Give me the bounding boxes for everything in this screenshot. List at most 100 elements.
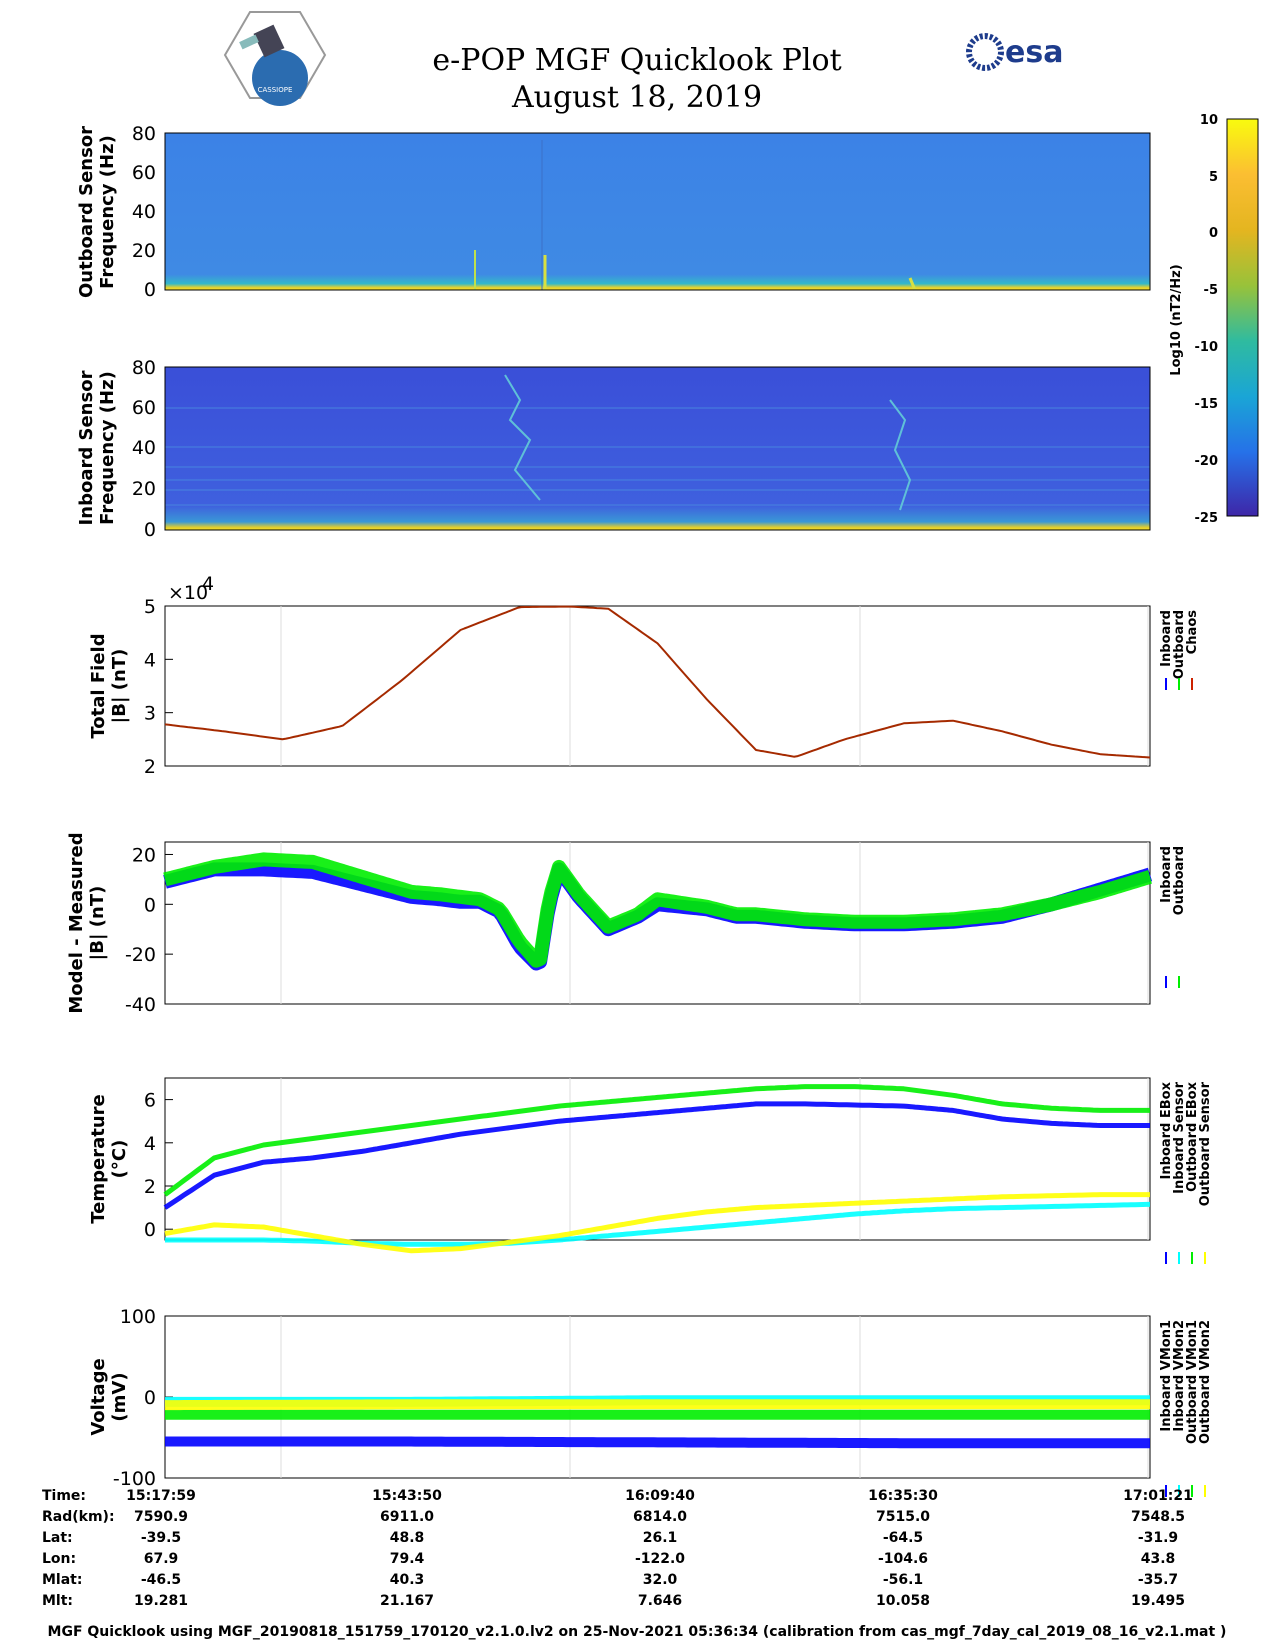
table-cell: -122.0	[635, 1551, 685, 1567]
ylabel-2: (°C)	[109, 1140, 130, 1179]
ytick: 0	[144, 519, 156, 541]
table-cell: -104.6	[878, 1551, 928, 1567]
plot-area	[164, 605, 1151, 767]
legend-label: Outboard	[1172, 610, 1187, 679]
ytick-label: 0	[144, 1387, 156, 1409]
esa-logo-icon	[966, 33, 1004, 71]
axis-multiplier-exp: 4	[202, 573, 214, 595]
legend-label: Inboard EBox	[1159, 1081, 1174, 1179]
table-cell: -56.1	[883, 1572, 923, 1588]
table-cell: 15:43:50	[372, 1488, 442, 1504]
colorbar-tick: 5	[1209, 170, 1218, 185]
series-line	[164, 605, 1151, 759]
ytick: 60	[132, 397, 156, 419]
table-cell: 79.4	[390, 1551, 425, 1567]
table-cell: 19.281	[134, 1593, 188, 1609]
table-cell: -35.7	[1138, 1572, 1178, 1588]
ylabel-2: |B| (nT)	[87, 886, 108, 961]
ytick-label: 2	[144, 1176, 156, 1198]
ytick-label: 2	[144, 756, 156, 778]
colorbar-tick: -20	[1195, 454, 1219, 469]
series-line	[163, 1084, 1150, 1197]
colorbar-label: Log10 (nT2/Hz)	[1169, 264, 1184, 375]
ytick-label: 4	[144, 1133, 156, 1155]
table-cell: 17:01:21	[1123, 1488, 1193, 1504]
ytick-label: 6	[144, 1090, 156, 1112]
ylabel-2: |B| (nT)	[109, 649, 130, 724]
colorbar-tick: -15	[1195, 397, 1219, 412]
legend-label: Outboard Sensor	[1198, 1081, 1213, 1206]
series-line	[164, 1192, 1150, 1254]
series-line	[163, 1436, 1152, 1449]
table-cell: 10.058	[876, 1593, 930, 1609]
panel-outboard-spectrogram: 80 60 40 20 0 Outboard Sensor Frequency …	[76, 123, 1151, 301]
outboard-spectrogram-image	[165, 133, 1150, 290]
colorbar-gradient	[1226, 118, 1259, 517]
satellite-icon	[253, 24, 285, 58]
ytick-label: 0	[144, 894, 156, 916]
colorbar-tick: -5	[1204, 283, 1218, 298]
outboard-yticks: 80 60 40 20 0	[132, 123, 156, 301]
table-cell: 67.9	[144, 1551, 179, 1567]
panel-model-measured: 20 0 -20 -40 Model - Measured |B| (nT) Inboard…	[66, 832, 1187, 1016]
ytick: 20	[132, 240, 156, 262]
plot-area	[164, 1077, 1151, 1241]
table-cell: 19.495	[1131, 1593, 1185, 1609]
legend-label: Chaos	[1185, 610, 1200, 654]
axis-multiplier: ×10	[168, 582, 208, 604]
ylabel: Total Field	[88, 633, 109, 738]
legend-label: Inboard	[1159, 610, 1174, 667]
colorbar: 10 5 0 -5 -10 -15 -20 -25 Log10 (nT2/Hz)	[1169, 113, 1259, 526]
inboard-yticks: 80 60 40 20 0	[132, 357, 156, 541]
colorbar-tick: 0	[1209, 226, 1218, 241]
table-cell: 43.8	[1141, 1551, 1176, 1567]
table-cell: 6911.0	[380, 1509, 434, 1525]
inboard-ylabel-2: Frequency (Hz)	[97, 371, 118, 525]
table-cell: 7515.0	[876, 1509, 930, 1525]
series-line	[163, 1399, 1152, 1411]
ylabel: Voltage	[88, 1358, 109, 1435]
panel-voltage: 100 0 -100 Voltage (mV) Inboard VMon1Inboard …	[88, 1306, 1213, 1497]
legend-label: Inboard	[1159, 846, 1174, 903]
table-cell: 16:09:40	[625, 1488, 695, 1504]
outboard-ylabel: Outboard Sensor	[76, 126, 97, 298]
info-table: Time: Rad(km): Lat: Lon: Mlat: Mlt: 15:17:59 75…	[42, 1488, 1193, 1609]
logo-cassiope: CASSIOPE	[223, 11, 327, 106]
table-cell: 7590.9	[134, 1509, 188, 1525]
table-cell: 21.167	[380, 1593, 434, 1609]
table-cell: 32.0	[643, 1572, 678, 1588]
table-cell: 7.646	[638, 1593, 682, 1609]
table-row-label: Lat:	[42, 1530, 73, 1546]
ytick-label: -40	[125, 994, 156, 1016]
ytick: 40	[132, 437, 156, 459]
series-line	[161, 852, 1154, 968]
table-row-label: Lon:	[42, 1551, 76, 1567]
table-cell: 6814.0	[633, 1509, 687, 1525]
esa-logo-text: esa	[1005, 35, 1063, 70]
footer-caption: MGF Quicklook using MGF_20190818_151759_…	[48, 1624, 1227, 1640]
plot-title: e-POP MGF Quicklook Plot	[432, 43, 841, 78]
panel-inboard-spectrogram: 80 60 40 20 0 Inboard Sensor Frequency (…	[76, 357, 1151, 541]
ytick: 60	[132, 162, 156, 184]
colorbar-tick: -25	[1195, 511, 1219, 526]
ytick-label: 5	[144, 596, 156, 618]
plot-date: August 18, 2019	[511, 80, 762, 115]
legend-label: Outboard VMon1	[1185, 1320, 1200, 1444]
table-cell: 15:17:59	[126, 1488, 196, 1504]
ylabel: Model - Measured	[66, 832, 87, 1013]
table-cell: 7548.5	[1131, 1509, 1185, 1525]
table-cell: 16:35:30	[868, 1488, 938, 1504]
legend-label: Outboard	[1172, 846, 1187, 915]
logo-esa: esa	[966, 33, 1063, 71]
ylabel-2: (mV)	[109, 1372, 130, 1421]
table-cell: 48.8	[390, 1530, 425, 1546]
inboard-spectrogram-image	[165, 367, 1150, 530]
earth-icon	[252, 50, 308, 106]
table-cell: -64.5	[883, 1530, 923, 1546]
table-cell: 40.3	[390, 1572, 425, 1588]
series-line	[165, 1201, 1150, 1247]
